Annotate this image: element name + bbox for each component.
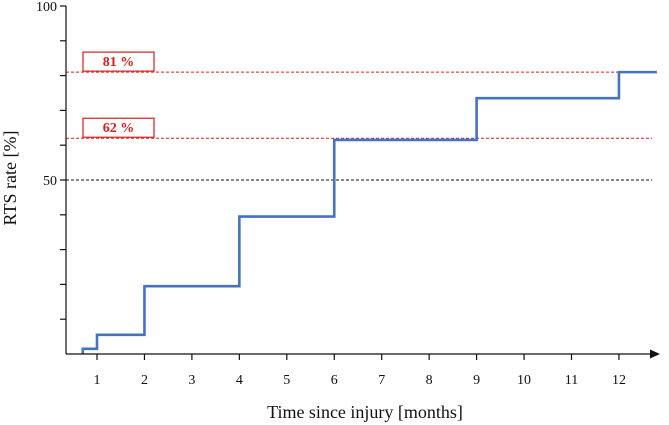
x-axis-arrow <box>650 349 660 359</box>
reference-label-box <box>82 51 155 72</box>
reference-label: 81 % <box>103 55 135 70</box>
x-tick-label: 9 <box>473 373 480 388</box>
y-tick-label: 100 <box>36 0 57 15</box>
x-tick-label: 8 <box>426 373 433 388</box>
x-tick-label: 1 <box>94 373 101 388</box>
x-tick-label: 6 <box>331 373 338 388</box>
x-tick-label: 10 <box>517 373 531 388</box>
x-tick-label: 5 <box>283 373 290 388</box>
labels: Time since injury [months] RTS rate [%] <box>0 131 463 422</box>
series-line <box>81 70 657 354</box>
x-axis-title: Time since injury [months] <box>267 402 463 422</box>
x-tick-label: 3 <box>188 373 195 388</box>
x-tick-label: 7 <box>378 373 385 388</box>
series-group <box>81 70 657 354</box>
x-tick-label: 11 <box>565 373 578 388</box>
y-tick-label: 50 <box>43 174 57 189</box>
x-tick-label: 2 <box>141 373 148 388</box>
reference-label: 62 % <box>103 121 135 136</box>
reference-lines: 81 % 62 % <box>66 51 653 181</box>
y-axis-title: RTS rate [%] <box>0 131 20 226</box>
x-tick-label: 12 <box>612 373 626 388</box>
reference-label-box <box>82 117 155 138</box>
x-tick-label: 4 <box>236 373 243 388</box>
